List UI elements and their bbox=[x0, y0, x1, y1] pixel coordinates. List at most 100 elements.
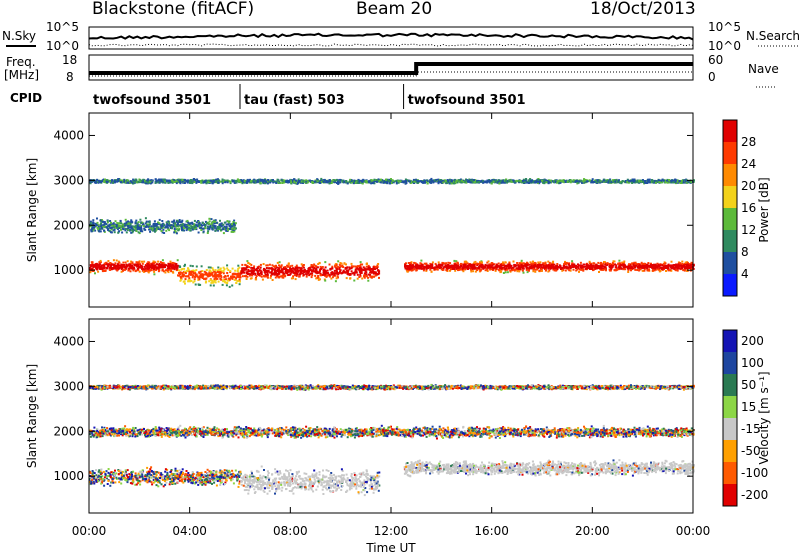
power-scatter-cell bbox=[348, 266, 351, 269]
power-scatter-cell bbox=[281, 269, 284, 272]
power-scatter-cell bbox=[147, 269, 150, 272]
power-scatter-cell bbox=[188, 277, 191, 280]
power-scatter-cell bbox=[516, 262, 519, 264]
power-scatter-cell bbox=[640, 261, 643, 264]
power-scatter-cell bbox=[96, 181, 99, 184]
power-scatter-cell bbox=[320, 177, 323, 180]
power-scatter-cell bbox=[116, 263, 119, 266]
power-scatter-cell bbox=[124, 229, 127, 232]
power-scatter-cell bbox=[126, 260, 129, 263]
power-scatter-cell bbox=[204, 277, 207, 280]
power-scatter-cell bbox=[367, 264, 370, 267]
power-scatter-cell bbox=[352, 271, 355, 274]
power-scatter-cell bbox=[91, 264, 94, 267]
power-scatter-cell bbox=[547, 270, 550, 273]
power-scatter-cell bbox=[96, 268, 99, 271]
power-scatter-cell bbox=[268, 267, 270, 270]
power-scatter-cell bbox=[127, 264, 130, 267]
cpid-label: CPID bbox=[10, 91, 42, 105]
power-scatter-cell bbox=[97, 181, 100, 184]
power-scatter-cell bbox=[549, 267, 552, 270]
power-scatter-cell bbox=[409, 262, 412, 264]
power-scatter-cell bbox=[300, 270, 303, 273]
power-scatter-cell bbox=[280, 265, 283, 268]
power-scatter-cell bbox=[195, 181, 198, 184]
power-scatter-cell bbox=[250, 266, 253, 269]
n-sky-trace bbox=[88, 32, 694, 41]
power-scatter-cell bbox=[109, 262, 112, 264]
power-scatter-cell bbox=[690, 265, 693, 268]
power-scatter-cell bbox=[555, 265, 557, 268]
power-scatter-cell bbox=[680, 267, 683, 270]
power-scatter-cell bbox=[252, 267, 255, 269]
power-scatter-cell bbox=[610, 267, 613, 270]
power-scatter-cell bbox=[545, 268, 547, 271]
power-scatter-cell bbox=[218, 272, 221, 275]
power-scatter-cell bbox=[651, 266, 654, 268]
power-scatter-cell bbox=[203, 223, 206, 226]
power-scatter-cell bbox=[169, 264, 172, 267]
power-scatter-cell bbox=[193, 223, 195, 226]
power-scatter-cell bbox=[659, 266, 662, 269]
power-scatter-cell bbox=[632, 267, 635, 270]
power-scatter-cell bbox=[183, 223, 186, 226]
power-scatter-cell bbox=[166, 223, 169, 225]
power-scatter-cell bbox=[234, 222, 237, 225]
power-scatter-cell bbox=[133, 229, 136, 232]
power-scatter-cell bbox=[149, 230, 152, 233]
power-scatter-cell bbox=[130, 231, 133, 234]
power-scatter-cell bbox=[661, 266, 664, 269]
power-scatter-cell bbox=[667, 269, 670, 272]
power-scatter-cell bbox=[504, 269, 507, 272]
power-scatter-cell bbox=[311, 266, 314, 269]
power-scatter-cell bbox=[105, 226, 108, 229]
power-scatter-cell bbox=[110, 264, 112, 267]
power-scatter-cell bbox=[363, 267, 366, 270]
power-scatter-cell bbox=[302, 273, 305, 276]
power-scatter-cell bbox=[194, 272, 197, 275]
power-scatter-cell bbox=[188, 270, 191, 273]
power-scatter-cell bbox=[133, 264, 136, 267]
power-scatter-cell bbox=[150, 228, 153, 231]
power-scatter-cell bbox=[474, 267, 477, 270]
power-scatter-cell bbox=[372, 272, 375, 275]
power-scatter-cell bbox=[206, 227, 209, 230]
power-scatter-cell bbox=[106, 263, 109, 266]
power-scatter-cell bbox=[504, 181, 506, 184]
power-scatter-cell bbox=[215, 275, 218, 278]
power-scatter-cell bbox=[219, 267, 222, 270]
power-scatter-cell bbox=[377, 263, 380, 265]
power-scatter-cell bbox=[153, 262, 155, 265]
power-scatter-cell bbox=[175, 232, 178, 235]
power-scatter-cell bbox=[123, 266, 126, 268]
power-scatter-cell bbox=[367, 273, 370, 276]
power-scatter-cell bbox=[112, 226, 115, 229]
power-scatter-cell bbox=[148, 228, 151, 231]
power-scatter-cell bbox=[150, 264, 153, 267]
power-scatter-cell bbox=[271, 272, 274, 275]
power-scatter-cell bbox=[161, 220, 164, 222]
power-scatter-cell bbox=[683, 264, 686, 267]
power-scatter-cell bbox=[161, 262, 164, 264]
power-scatter-cell bbox=[151, 263, 154, 266]
power-scatter-cell bbox=[135, 269, 138, 272]
power-scatter-cell bbox=[155, 224, 158, 227]
power-scatter-cell bbox=[530, 264, 533, 267]
power-scatter-cell bbox=[420, 259, 423, 262]
power-scatter-cell bbox=[221, 283, 224, 286]
power-scatter-cell bbox=[241, 269, 244, 272]
power-scatter-cell bbox=[289, 270, 292, 273]
power-scatter-cell bbox=[472, 264, 475, 266]
power-scatter-cell bbox=[106, 267, 109, 269]
power-scatter-cell bbox=[193, 270, 196, 273]
power-scatter-cell bbox=[501, 267, 504, 269]
power-scatter-cell bbox=[429, 262, 432, 265]
power-scatter-cell bbox=[283, 266, 285, 269]
power-scatter-cell bbox=[107, 263, 110, 266]
power-scatter-cell bbox=[543, 262, 546, 265]
power-scatter-cell bbox=[364, 274, 367, 277]
power-scatter-cell bbox=[379, 181, 382, 184]
power-scatter-cell bbox=[420, 262, 423, 265]
power-scatter-cell bbox=[211, 227, 214, 230]
